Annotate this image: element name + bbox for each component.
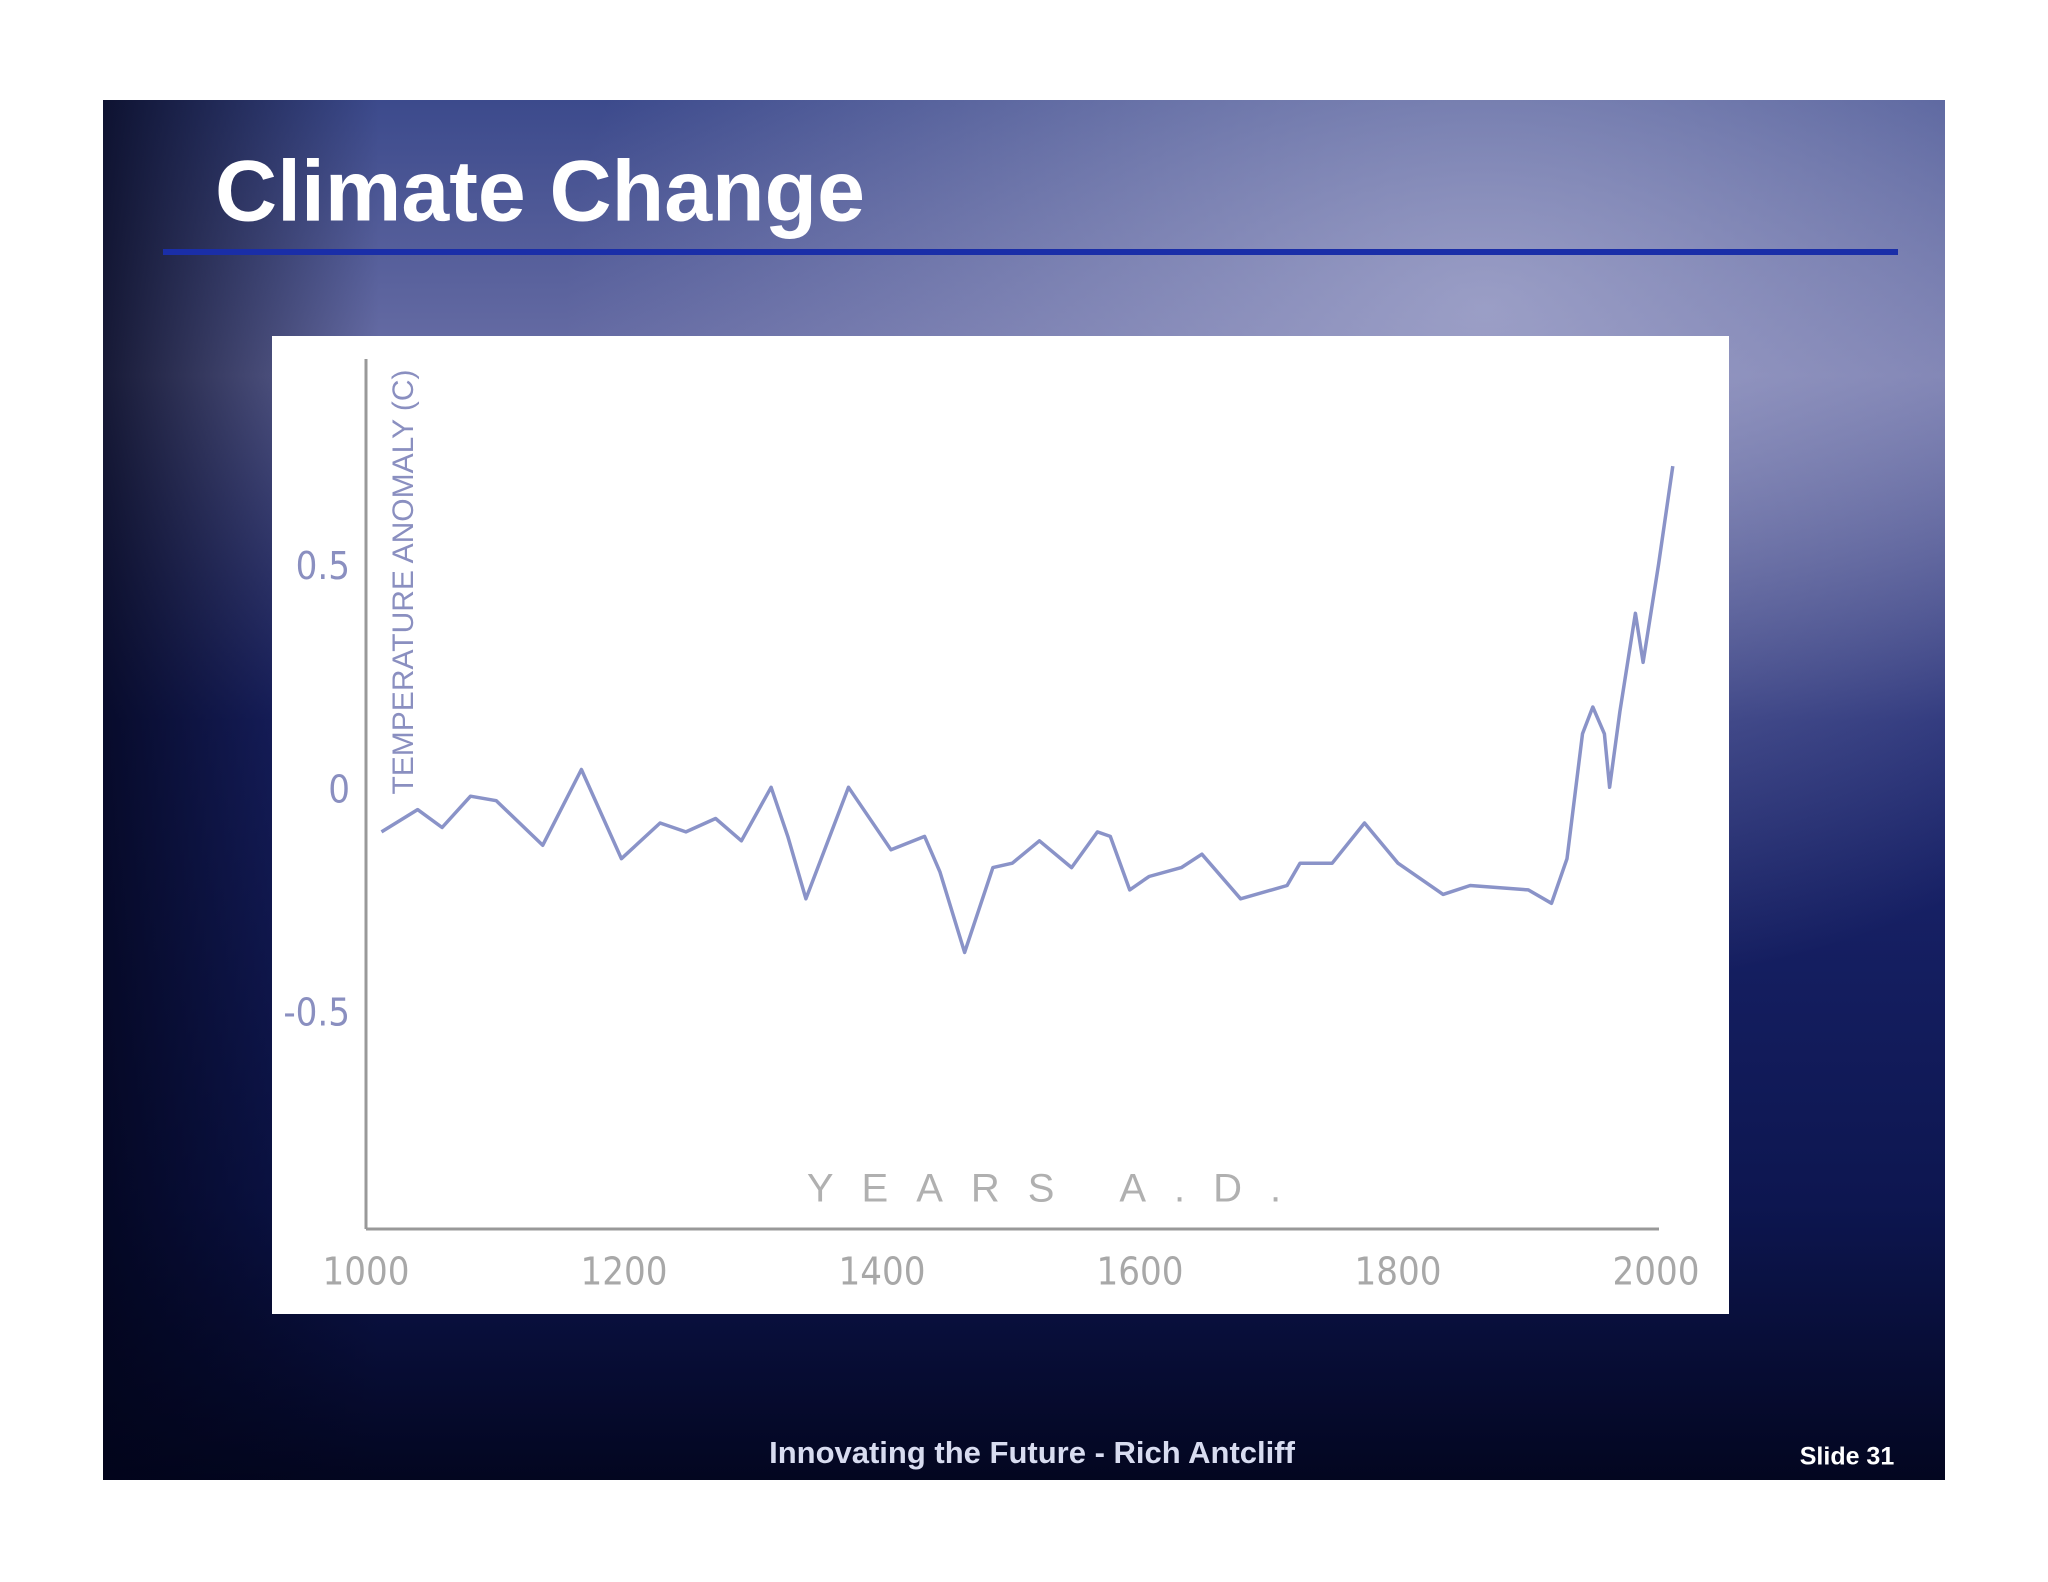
chart-panel — [272, 336, 1729, 1314]
slide-title: Climate Change — [215, 144, 865, 240]
y-tick-label: 0 — [328, 767, 350, 811]
footer: Innovating the Future - Rich Antcliff — [769, 1435, 1295, 1470]
x-tick-label: 1600 — [1097, 1250, 1184, 1294]
y-tick-label: -0.5 — [283, 990, 350, 1034]
x-tick-label: 1800 — [1355, 1250, 1442, 1294]
data-line — [380, 465, 1675, 955]
x-tick-label: 1200 — [581, 1250, 668, 1294]
y-tick-label: 0.5 — [296, 544, 350, 588]
y-axis-label: TEMPERATURE ANOMALY (C) — [387, 369, 420, 794]
slide-number: Slide 31 — [1800, 1443, 1895, 1471]
x-tick-label: 1000 — [323, 1250, 410, 1294]
x-tick-label: 1400 — [839, 1250, 926, 1294]
title-rule — [163, 249, 1898, 255]
x-tick-label: 2000 — [1613, 1250, 1700, 1294]
x-axis-label: YEARS A.D. — [807, 1167, 1309, 1211]
